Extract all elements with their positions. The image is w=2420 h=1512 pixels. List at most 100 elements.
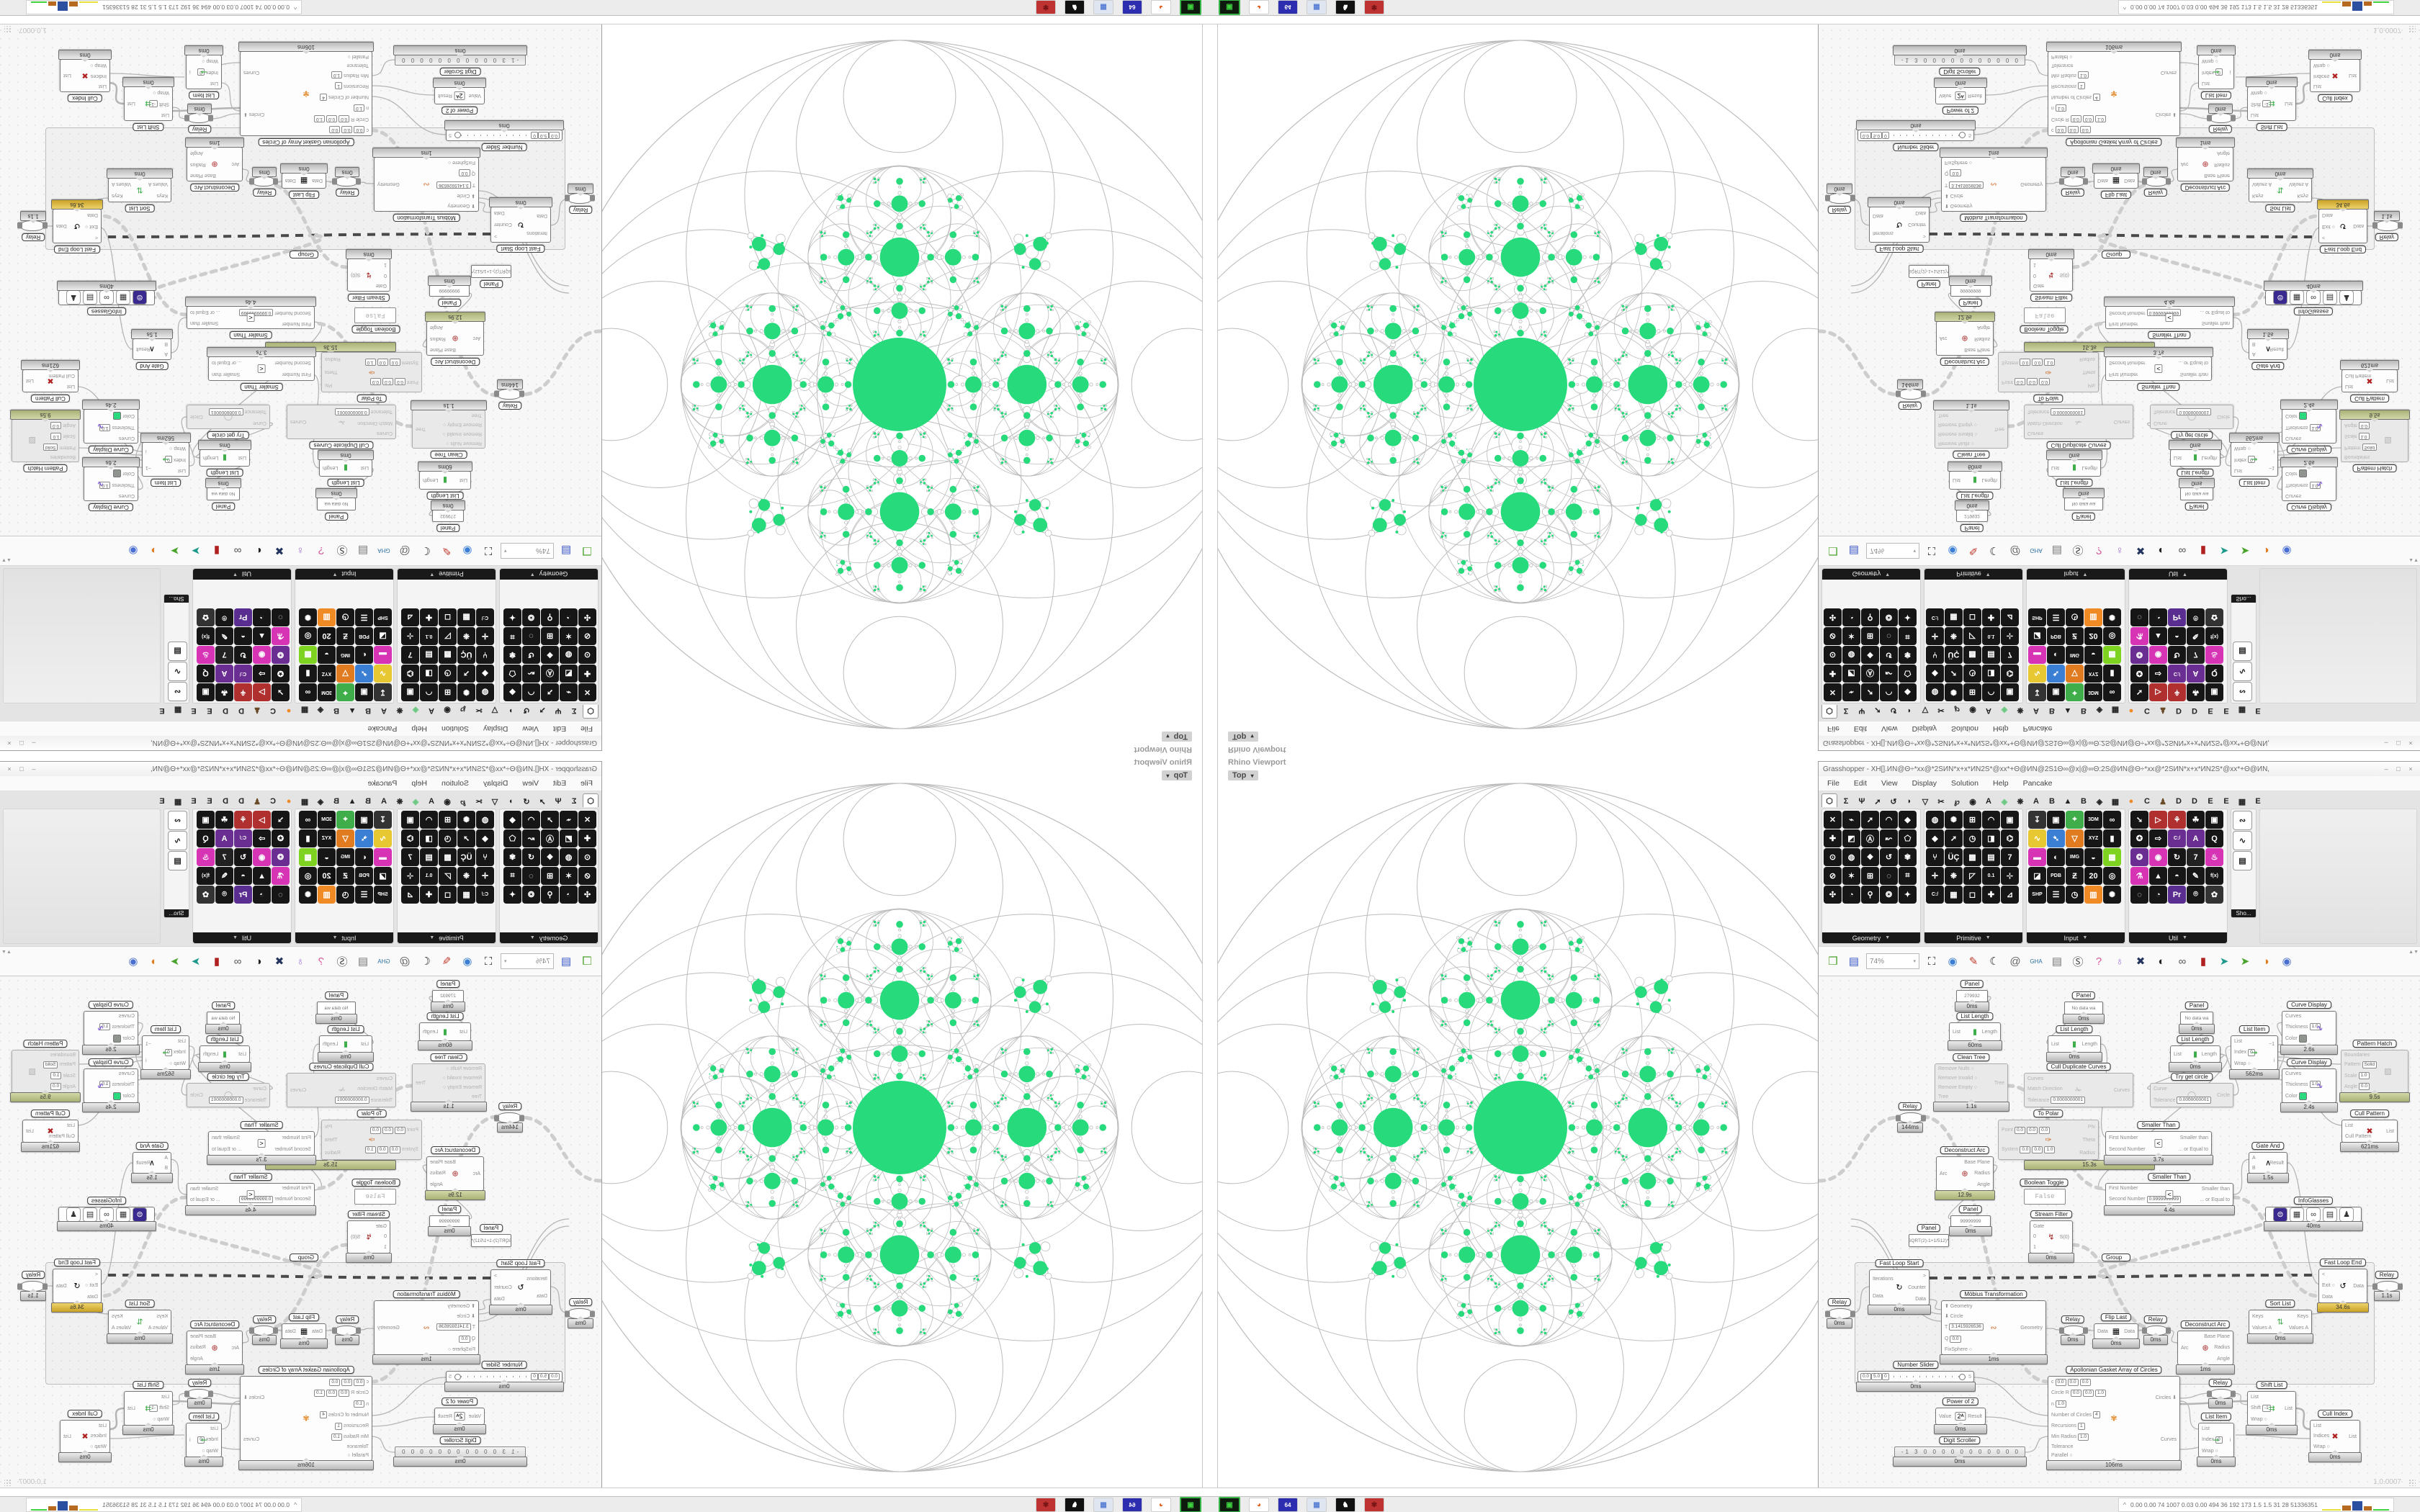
toolbar-icon[interactable]: ∞ bbox=[2178, 955, 2187, 968]
palette-group-footer[interactable]: Primitive ▼ bbox=[1924, 569, 2022, 580]
component-icon[interactable]: ↺ bbox=[522, 646, 540, 664]
gh-node-shift-list[interactable]: Shift List List Shift -1 Wrap ○ List ⇉ 0ms bbox=[122, 1381, 174, 1435]
close-button[interactable]: × bbox=[2408, 739, 2413, 747]
component-icon[interactable]: ▬ bbox=[374, 646, 392, 664]
maximize-button[interactable]: □ bbox=[2396, 765, 2401, 773]
component-icon[interactable]: ♨ bbox=[2205, 646, 2223, 664]
component-icon[interactable]: ✚ bbox=[1982, 608, 2000, 626]
component-icon[interactable]: ◪ bbox=[374, 627, 392, 645]
gh-node-relay[interactable]: Relay 1.1s bbox=[20, 1271, 46, 1301]
component-icon[interactable]: ✿ bbox=[2205, 608, 2223, 626]
palette-tab-icon[interactable]: ❋ bbox=[396, 797, 403, 806]
palette-group-footer[interactable]: Geometry ▼ bbox=[1822, 569, 1920, 580]
palette-tab-icon[interactable]: ➚ bbox=[1874, 797, 1881, 806]
toolbar-icon[interactable]: ∞ bbox=[233, 955, 242, 968]
gh-node-boolean-toggle[interactable]: Boolean Toggle False bbox=[351, 307, 400, 333]
color-swatch[interactable] bbox=[113, 469, 122, 477]
taskbar-button-calculator[interactable]: ▦ bbox=[1307, 1498, 1327, 1512]
component-icon[interactable]: Ⓐ bbox=[1861, 665, 1879, 683]
value-chip[interactable]: 0.9999999999 bbox=[2146, 309, 2182, 317]
taskbar-button-firefox[interactable]: ◕ bbox=[1151, 1498, 1171, 1512]
value-chip[interactable]: 0.0 bbox=[2032, 1146, 2043, 1153]
menu-item-help[interactable]: Help bbox=[411, 779, 428, 788]
palette-tab-icon[interactable]: B bbox=[2049, 797, 2055, 806]
gh-node-shift-list[interactable]: Shift List List Shift -1 Wrap ○ List ⇉ 0ms bbox=[122, 77, 174, 131]
component-icon[interactable]: ⊹ bbox=[401, 867, 419, 885]
component-icon[interactable]: ▥ bbox=[318, 608, 336, 626]
component-icon[interactable]: ▮ bbox=[2103, 829, 2121, 847]
zoom-level-combo[interactable]: 74% ▾ bbox=[501, 543, 554, 559]
value-chip[interactable]: 0 bbox=[2215, 1436, 2223, 1444]
gh-node-panel[interactable]: Panel No data wa 0ms bbox=[2179, 1002, 2215, 1034]
component-icon[interactable]: ⊿ bbox=[2001, 608, 2019, 626]
palette-tab-icon[interactable]: ℘ bbox=[460, 797, 466, 806]
component-icon[interactable]: ✛ bbox=[476, 627, 494, 645]
palette-tab-icon[interactable]: A bbox=[2033, 797, 2039, 806]
gh-node-power-of-2[interactable]: Power of 2 Value Result 2ᴬ 0ms bbox=[433, 78, 486, 114]
node-body[interactable]: List Cull Pattern List ✖ bbox=[2341, 1120, 2398, 1143]
component-icon[interactable]: ⌖ bbox=[2066, 683, 2084, 701]
component-icon[interactable]: ✚ bbox=[1824, 665, 1842, 683]
gh-node-panel[interactable]: Panel (SQRT(2)-1+1/512)*1 bbox=[471, 265, 511, 288]
component-icon[interactable]: ◔ bbox=[560, 886, 578, 904]
node-body[interactable]: Point 0.0 0.0 0.0 System 0.0 0.0 1.0 Phi Theta Rad… bbox=[321, 1120, 422, 1160]
palette-group-footer[interactable]: Geometry ▼ bbox=[1822, 932, 1920, 943]
component-icon[interactable]: ⌖ bbox=[336, 811, 354, 829]
palette-tab-icon[interactable]: C bbox=[2144, 797, 2150, 806]
palette-tab-icon[interactable]: B bbox=[365, 706, 371, 715]
toolbar-icon[interactable]: Ⓢ bbox=[2072, 955, 2084, 968]
gh-node-panel[interactable]: Panel No data wa 0ms bbox=[205, 478, 241, 510]
component-icon[interactable]: ▲ bbox=[253, 627, 271, 645]
value-chip[interactable]: 5.0 bbox=[537, 132, 549, 139]
gh-node-list-length[interactable]: List Length List Length ▮ 60ms bbox=[1948, 1012, 2002, 1050]
value-chip[interactable]: 4 bbox=[2093, 93, 2100, 101]
toolbar-icon[interactable]: Ⓢ bbox=[336, 544, 348, 557]
taskbar-button-wolf-app[interactable]: ♞ bbox=[1065, 1498, 1085, 1512]
palette-tab-icon[interactable]: ● bbox=[286, 797, 292, 806]
viewport-view-button[interactable]: Top ▾ bbox=[1228, 732, 1258, 742]
system-monitor-widget[interactable]: ^ 0.00 0.00 74 1007 0.03 0.00 494 36 192 … bbox=[2118, 1498, 2394, 1512]
component-icon[interactable]: Q bbox=[2205, 665, 2223, 683]
component-icon[interactable]: ⌖ bbox=[336, 683, 354, 701]
component-icon[interactable]: ◒ bbox=[2084, 646, 2102, 664]
palette-tab-icon[interactable]: ℘ bbox=[1954, 797, 1960, 806]
menu-item-pancake[interactable]: Pancake bbox=[2022, 724, 2053, 733]
palette-tab-icon[interactable]: ◗ bbox=[508, 706, 514, 715]
value-chip[interactable]: 1.0 bbox=[2044, 1146, 2056, 1153]
palette-tab-icon[interactable]: E bbox=[2255, 706, 2261, 715]
info-icon[interactable]: ▦ bbox=[116, 1207, 130, 1222]
menu-item-display[interactable]: Display bbox=[1912, 779, 1937, 788]
gh-node-relay[interactable]: Relay 0ms bbox=[187, 1379, 212, 1408]
component-icon[interactable]: ✣ bbox=[1824, 608, 1842, 626]
component-icon[interactable]: ▤ bbox=[1982, 848, 2000, 866]
node-body[interactable]: Point 0.0 0.0 0.0 System 0.0 0.0 1.0 Phi Theta Rad… bbox=[1998, 352, 2099, 392]
menu-item-pancake[interactable]: Pancake bbox=[367, 779, 398, 788]
component-icon[interactable]: ✦ bbox=[1899, 608, 1917, 626]
component-icon[interactable]: ▽ bbox=[336, 829, 354, 847]
component-icon[interactable]: ✶ bbox=[1842, 867, 1860, 885]
component-icon[interactable]: ⊘ bbox=[578, 867, 596, 885]
component-icon[interactable]: ⊹ bbox=[2001, 867, 2019, 885]
component-icon[interactable]: ◓ bbox=[234, 627, 252, 645]
gh-node-digit-scroller[interactable]: Digit Scroller -1 3 0 0 0 0 0 0 0 0 0 0 0… bbox=[393, 45, 527, 76]
toolbar-icon[interactable]: ✎ bbox=[1968, 544, 1978, 557]
slider-knob[interactable] bbox=[1959, 1374, 1966, 1380]
gh-node-gate-and[interactable]: Gate And A B Result ∧ 1.5s bbox=[2247, 329, 2289, 370]
component-icon[interactable]: ▦ bbox=[299, 848, 317, 866]
component-icon[interactable]: ⌁ bbox=[560, 683, 578, 701]
value-chip[interactable]: 0.0 bbox=[354, 1378, 365, 1386]
value-chip[interactable]: 0 bbox=[2248, 1048, 2255, 1056]
taskbar-button-floppy-64[interactable]: 64 bbox=[1278, 0, 1298, 14]
toolbar-icon[interactable]: ◉ bbox=[2282, 955, 2292, 968]
component-icon[interactable]: ◉ bbox=[2149, 646, 2167, 664]
component-icon[interactable]: ◆ bbox=[1926, 665, 1944, 683]
gh-node-relay[interactable]: Relay 0ms bbox=[335, 1315, 359, 1345]
component-icon[interactable]: PDB bbox=[2047, 867, 2065, 885]
value-chip[interactable]: 0.0 bbox=[382, 1126, 393, 1134]
node-body[interactable]: List Shift -1 Wrap ○ List ⇉ bbox=[124, 86, 173, 121]
taskbar-button-firefox[interactable]: ◕ bbox=[1249, 0, 1269, 14]
component-icon[interactable]: A bbox=[2187, 665, 2205, 683]
node-body[interactable]: List Index 0 Wrap ○ i ➞ bbox=[186, 1423, 222, 1457]
palette-tab-icon[interactable]: ✂ bbox=[475, 706, 483, 715]
toggle-value[interactable]: False bbox=[2024, 307, 2066, 323]
